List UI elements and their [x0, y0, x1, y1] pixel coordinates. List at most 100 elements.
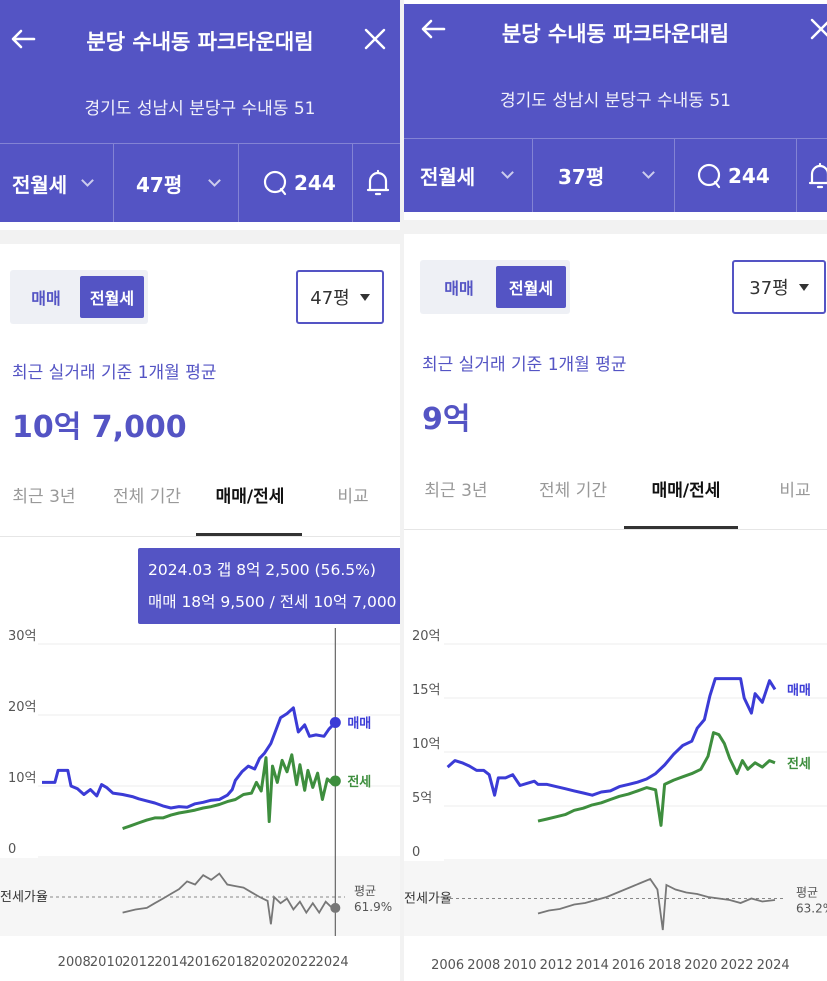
y-tick-label: 15억: [412, 683, 441, 698]
left-panel: 분당 수내동 파크타운대림 경기도 성남시 분당구 수내동 51 전월세 47평…: [0, 0, 400, 981]
comment-count: 244: [294, 171, 336, 195]
tab-recent-3y[interactable]: 최근 3년: [424, 480, 488, 501]
x-tick-label: 2016: [187, 955, 220, 970]
size-select[interactable]: 47평: [296, 270, 384, 324]
tooltip-gap: 2024.03 갭 8억 2,500 (56.5%): [148, 561, 376, 579]
alert-button[interactable]: [808, 139, 827, 212]
y-tick-label: 20억: [412, 629, 441, 644]
jeonse-price-line: [122, 753, 337, 831]
size-select-value: 47평: [310, 288, 350, 309]
price-chart[interactable]: 20억 15억 10억 5억 0 2006 2008 2010 2012 2014 2016 2018…: [404, 534, 827, 981]
ratio-avg-label: 평균: [796, 886, 818, 900]
period-tabs: 최근 3년 전체 기간 매매/전세 비교: [0, 472, 400, 516]
sale-price-line: [42, 706, 337, 810]
x-tick-label: 2010: [90, 955, 123, 970]
page-title: 분당 수내동 파크타운대림: [501, 22, 730, 46]
x-tick-label: 2012: [540, 958, 573, 973]
chevron-down-icon: [81, 173, 95, 187]
x-tick-label: 2018: [219, 955, 252, 970]
y-tick-label: 10억: [8, 771, 37, 786]
back-arrow-icon[interactable]: [418, 14, 448, 44]
type-filter-label: 전월세: [420, 165, 476, 189]
bell-icon: [808, 162, 827, 188]
ratio-line: [537, 877, 776, 931]
back-arrow-icon[interactable]: [8, 24, 38, 54]
size-select-value: 37평: [749, 278, 789, 299]
trade-type-toggle: 매매 전월세: [420, 260, 570, 314]
ratio-avg-value: 63.2%: [796, 902, 827, 916]
ratio-label: 전세가율: [0, 890, 48, 905]
x-tick-label: 2024: [757, 958, 790, 973]
tab-compare[interactable]: 비교: [337, 486, 369, 507]
app-header: 분당 수내동 파크타운대림 경기도 성남시 분당구 수내동 51 전월세 47평…: [0, 0, 400, 222]
size-select[interactable]: 37평: [732, 260, 826, 314]
tab-full-period[interactable]: 전체 기간: [113, 486, 181, 507]
chevron-down-icon: [501, 166, 515, 179]
sale-price-line: [446, 677, 777, 797]
x-tick-label: 2008: [467, 958, 500, 973]
ratio-line: [122, 872, 336, 925]
size-filter-dropdown[interactable]: 47평: [136, 144, 222, 222]
address: 경기도 성남시 분당구 수내동 51: [84, 99, 316, 119]
x-tick-label: 2006: [431, 958, 464, 973]
x-tick-label: 2014: [576, 958, 609, 973]
comment-icon: [697, 163, 721, 188]
x-tick-label: 2022: [283, 955, 316, 970]
comment-icon: [263, 170, 287, 196]
comments-button[interactable]: 244: [262, 144, 336, 222]
segment-sale[interactable]: 매매: [31, 289, 61, 308]
tab-sale-rent[interactable]: 매매/전세: [651, 480, 721, 501]
segment-sale[interactable]: 매매: [444, 279, 474, 298]
active-tab-underline: [624, 526, 738, 529]
close-icon[interactable]: [360, 24, 390, 54]
comments-button[interactable]: 244: [696, 139, 770, 212]
ratio-avg-value: 61.9%: [354, 900, 392, 914]
jeonse-price-label: 전세: [787, 756, 811, 772]
tooltip-prices: 매매 18억 9,500 / 전세 10억 7,000: [148, 593, 397, 611]
tab-sale-rent[interactable]: 매매/전세: [215, 486, 285, 507]
caret-down-icon: [798, 283, 809, 291]
y-tick-label: 30억: [8, 629, 37, 644]
y-tick-label: 5억: [412, 791, 432, 806]
ratio-marker: [330, 902, 341, 913]
y-tick-label: 0: [8, 842, 16, 857]
avg-price-label: 최근 실거래 기준 1개월 평균: [12, 363, 217, 383]
tab-compare[interactable]: 비교: [779, 480, 811, 501]
tab-recent-3y[interactable]: 최근 3년: [12, 486, 76, 507]
x-tick-label: 2016: [612, 958, 645, 973]
jeonse-price-marker: [329, 775, 341, 787]
avg-price-label: 최근 실거래 기준 1개월 평균: [422, 355, 627, 375]
ratio-avg-label: 평균: [354, 884, 376, 898]
section-divider: [0, 230, 400, 244]
sale-price-label: 매매: [787, 683, 811, 698]
close-icon[interactable]: [806, 14, 827, 44]
size-filter-dropdown[interactable]: 37평: [558, 139, 656, 212]
jeonse-price-line: [537, 731, 776, 827]
address: 경기도 성남시 분당구 수내동 51: [500, 91, 731, 111]
avg-price-value: 10억 7,000: [12, 410, 187, 445]
alert-button[interactable]: [366, 144, 390, 222]
y-tick-label: 10억: [412, 737, 441, 752]
x-tick-label: 2022: [720, 958, 753, 973]
x-tick-label: 2018: [648, 958, 681, 973]
trade-type-toggle: 매매 전월세: [10, 270, 148, 324]
tab-full-period[interactable]: 전체 기간: [539, 480, 607, 501]
avg-price-value: 9억: [422, 402, 471, 437]
active-tab-underline: [196, 533, 302, 536]
segment-rent[interactable]: 전월세: [496, 266, 566, 308]
type-filter-dropdown[interactable]: 전월세: [12, 144, 95, 222]
sale-price-marker: [329, 716, 341, 728]
x-tick-label: 2020: [684, 958, 717, 973]
sale-price-label: 매매: [347, 716, 371, 731]
panel-separator: [400, 0, 404, 981]
segment-rent[interactable]: 전월세: [80, 276, 144, 318]
app-header: 분당 수내동 파크타운대림 경기도 성남시 분당구 수내동 51 전월세 37평…: [404, 4, 827, 212]
ratio-label: 전세가율: [404, 892, 452, 907]
page-title: 분당 수내동 파크타운대림: [86, 30, 314, 54]
type-filter-dropdown[interactable]: 전월세: [420, 139, 515, 212]
x-tick-label: 2020: [251, 955, 284, 970]
chevron-down-icon: [208, 173, 222, 187]
jeonse-price-label: 전세: [347, 774, 371, 790]
y-tick-label: 20억: [8, 700, 37, 715]
